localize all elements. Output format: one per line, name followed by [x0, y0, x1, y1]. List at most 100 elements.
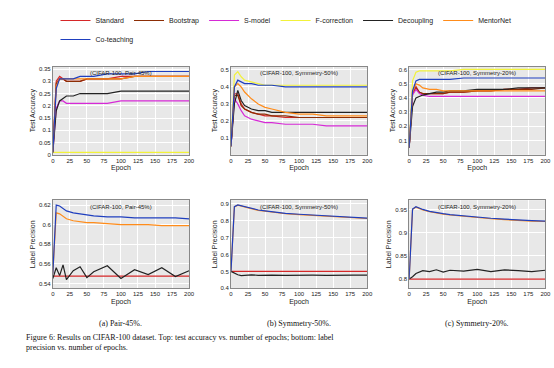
- svg-text:0.6: 0.6: [399, 67, 408, 73]
- svg-text:0.15: 0.15: [39, 115, 51, 121]
- svg-text:0.85: 0.85: [395, 253, 407, 259]
- svg-text:Epoch: Epoch: [289, 298, 309, 306]
- svg-text:100: 100: [294, 291, 305, 297]
- svg-text:(CIFAR-100, Symmetry-50%): (CIFAR-100, Symmetry-50%): [260, 204, 338, 210]
- svg-text:0.6: 0.6: [221, 252, 230, 258]
- svg-text:0.8: 0.8: [399, 276, 408, 282]
- svg-text:200: 200: [362, 158, 373, 164]
- svg-text:100: 100: [116, 291, 127, 297]
- svg-text:0.62: 0.62: [39, 202, 51, 208]
- svg-text:175: 175: [523, 291, 534, 297]
- svg-text:200: 200: [540, 291, 551, 297]
- svg-text:200: 200: [184, 158, 195, 164]
- svg-text:0.4: 0.4: [221, 285, 230, 291]
- svg-text:0.4: 0.4: [399, 95, 408, 101]
- svg-text:(CIFAR-100, Symmetry-20%): (CIFAR-100, Symmetry-20%): [438, 204, 516, 210]
- svg-text:75: 75: [457, 158, 464, 164]
- svg-text:0.3: 0.3: [399, 109, 408, 115]
- svg-text:0.5: 0.5: [399, 81, 408, 87]
- svg-text:125: 125: [311, 291, 322, 297]
- svg-text:175: 175: [167, 291, 178, 297]
- svg-text:0.2: 0.2: [42, 103, 51, 109]
- svg-text:Epoch: Epoch: [111, 298, 131, 306]
- svg-text:0.25: 0.25: [39, 91, 51, 97]
- svg-text:0: 0: [407, 158, 411, 164]
- svg-text:0.3: 0.3: [42, 78, 51, 84]
- svg-text:F-correction: F-correction: [316, 17, 353, 24]
- svg-text:Label Precision: Label Precision: [385, 220, 392, 268]
- svg-text:75: 75: [457, 291, 464, 297]
- svg-text:Test Accuracy: Test Accuracy: [29, 89, 37, 133]
- svg-text:(CIFAR-100, Symmetry-20%): (CIFAR-100, Symmetry-20%): [438, 70, 516, 76]
- svg-text:200: 200: [184, 291, 195, 297]
- svg-text:150: 150: [506, 158, 517, 164]
- svg-text:125: 125: [311, 158, 322, 164]
- svg-text:Co-teaching: Co-teaching: [96, 36, 134, 44]
- svg-text:Standard: Standard: [96, 17, 125, 24]
- svg-text:0.3: 0.3: [221, 101, 230, 107]
- svg-text:175: 175: [345, 158, 356, 164]
- svg-text:0.1: 0.1: [221, 135, 230, 141]
- svg-text:0: 0: [229, 291, 233, 297]
- svg-text:0.4: 0.4: [221, 84, 230, 90]
- svg-text:Figure 6: Results on CIFAR-100: Figure 6: Results on CIFAR-100 dataset. …: [26, 333, 334, 352]
- svg-text:100: 100: [294, 158, 305, 164]
- svg-text:0: 0: [51, 158, 55, 164]
- svg-text:175: 175: [167, 158, 178, 164]
- svg-text:0.54: 0.54: [39, 281, 51, 287]
- svg-text:Label Precision: Label Precision: [29, 220, 36, 268]
- svg-text:Test Accuracy: Test Accuracy: [211, 89, 219, 133]
- svg-text:0.9: 0.9: [221, 201, 230, 207]
- svg-text:Bootstrap: Bootstrap: [169, 17, 199, 25]
- svg-text:100: 100: [472, 291, 483, 297]
- svg-text:0: 0: [51, 291, 55, 297]
- svg-text:25: 25: [67, 291, 74, 297]
- svg-text:75: 75: [101, 291, 108, 297]
- svg-text:0: 0: [407, 291, 411, 297]
- svg-text:125: 125: [133, 291, 144, 297]
- svg-text:(c) Symmetry-20%.: (c) Symmetry-20%.: [445, 319, 509, 328]
- svg-text:0.56: 0.56: [39, 261, 51, 267]
- svg-text:100: 100: [472, 158, 483, 164]
- svg-text:Decoupling: Decoupling: [398, 17, 433, 25]
- svg-text:0.1: 0.1: [399, 138, 408, 144]
- svg-text:25: 25: [423, 158, 430, 164]
- svg-text:50: 50: [84, 291, 91, 297]
- svg-text:125: 125: [489, 158, 500, 164]
- svg-text:MentorNet: MentorNet: [478, 17, 511, 24]
- svg-text:0.58: 0.58: [39, 241, 51, 247]
- svg-text:(b) Symmetry-50%.: (b) Symmetry-50%.: [267, 319, 331, 328]
- svg-text:50: 50: [262, 291, 269, 297]
- svg-text:150: 150: [150, 158, 161, 164]
- svg-text:(a) Pair-45%.: (a) Pair-45%.: [99, 319, 142, 328]
- svg-text:0.35: 0.35: [39, 66, 51, 72]
- svg-text:150: 150: [328, 291, 339, 297]
- svg-text:0.2: 0.2: [399, 123, 408, 129]
- svg-text:Label Precision: Label Precision: [211, 220, 218, 268]
- svg-text:200: 200: [540, 158, 551, 164]
- svg-text:0.2: 0.2: [221, 118, 230, 124]
- svg-text:125: 125: [489, 291, 500, 297]
- svg-text:0.5: 0.5: [221, 67, 230, 73]
- svg-text:Epoch: Epoch: [111, 164, 131, 172]
- svg-text:125: 125: [133, 158, 144, 164]
- svg-text:(CIFAR-100, Pair-45%): (CIFAR-100, Pair-45%): [90, 70, 152, 76]
- svg-text:50: 50: [440, 158, 447, 164]
- svg-text:150: 150: [150, 291, 161, 297]
- svg-text:25: 25: [67, 158, 74, 164]
- svg-text:25: 25: [423, 291, 430, 297]
- svg-text:Test Accuracy: Test Accuracy: [389, 89, 397, 133]
- svg-text:25: 25: [245, 158, 252, 164]
- svg-text:0: 0: [229, 158, 233, 164]
- svg-text:(CIFAR-100, Symmetry-50%): (CIFAR-100, Symmetry-50%): [260, 70, 338, 76]
- svg-text:175: 175: [523, 158, 534, 164]
- svg-text:(CIFAR-100, Pair-45%): (CIFAR-100, Pair-45%): [90, 204, 152, 210]
- svg-text:0.6: 0.6: [42, 222, 51, 228]
- svg-text:Epoch: Epoch: [289, 164, 309, 172]
- svg-text:200: 200: [362, 291, 373, 297]
- svg-text:50: 50: [440, 291, 447, 297]
- svg-text:0.5: 0.5: [221, 269, 230, 275]
- svg-text:50: 50: [84, 158, 91, 164]
- svg-text:75: 75: [279, 158, 286, 164]
- svg-text:0.95: 0.95: [395, 207, 407, 213]
